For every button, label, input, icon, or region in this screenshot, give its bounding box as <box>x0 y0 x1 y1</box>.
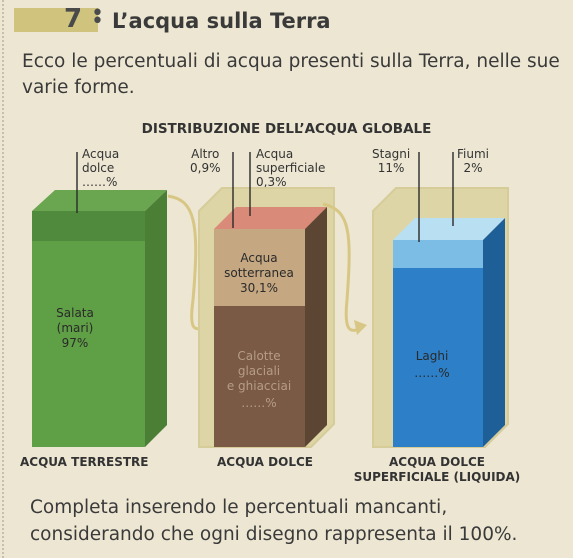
bar2-segment-calotte <box>214 306 305 447</box>
caption-line: ACQUA DOLCE <box>389 455 485 469</box>
caption-line: SUPERFICIALE (LIQUIDA) <box>353 470 521 484</box>
caption-acqua-terrestre: ACQUA TERRESTRE <box>20 455 149 469</box>
label-acqua-dolce: Acqua dolce ……% <box>82 147 119 189</box>
bar1-side-face <box>145 190 167 447</box>
bar2-label-calotte: Calotte <box>237 349 280 363</box>
chart-title: DISTRIBUZIONE DELL’ACQUA GLOBALE <box>141 121 432 137</box>
caption-acqua-dolce: ACQUA DOLCE <box>217 455 313 469</box>
bar3-segment-laghi <box>393 268 483 447</box>
exercise-title: L’acqua sulla Terra <box>112 9 331 33</box>
bar3-segment-stagni <box>393 240 483 268</box>
bar2-label-glaciali: glaciali <box>238 364 280 378</box>
arrow-terrestre-to-dolce <box>167 194 207 331</box>
bar2-label-30-1: 30,1% <box>240 281 278 295</box>
label-line: Acqua <box>256 147 294 161</box>
instruction-text: Completa inserendo le percentuali mancan… <box>30 497 518 545</box>
bar2-label-ghiacciai: e ghiacciai <box>227 379 291 393</box>
label-value: 0,3% <box>256 175 287 189</box>
bar-acqua-terrestre: Salata (mari) 97% <box>32 190 167 447</box>
bar2-top-surface <box>214 207 327 229</box>
bar1-segment-acqua-dolce <box>32 211 145 241</box>
intro-text: Ecco le percentuali di acqua presenti su… <box>22 51 560 98</box>
label-value: 2% <box>463 161 483 175</box>
exercise-number-badge <box>14 8 98 32</box>
bar2-label-sotterranea: sotterranea <box>224 266 294 280</box>
label-value: 0,9% <box>190 161 221 175</box>
bar-acqua-dolce: Acqua sotterranea 30,1% Calotte glaciali… <box>214 207 327 447</box>
label-value: 11% <box>377 161 405 175</box>
label-line: Fiumi <box>457 147 489 161</box>
label-line: dolce <box>82 161 115 175</box>
arrow-head-2 <box>354 320 367 335</box>
caption-acqua-superficiale: ACQUA DOLCE SUPERFICIALE (LIQUIDA) <box>352 455 522 485</box>
bar3-label-laghi: Laghi <box>416 349 449 363</box>
bar1-top-face <box>32 190 167 211</box>
label-line: superficiale <box>256 161 326 175</box>
label-line: Altro <box>191 147 220 161</box>
bar1-segment-salata <box>32 241 145 447</box>
arrow-dolce-to-superficiale <box>322 202 363 332</box>
bar1-label-97: 97% <box>62 336 89 350</box>
label-stagni: Stagni 11% <box>372 147 410 175</box>
bar3-label-blank: ……% <box>414 366 449 380</box>
bar2-side-face <box>305 207 327 447</box>
label-altro: Altro 0,9% <box>190 147 221 175</box>
exercise-number: 7 <box>64 4 83 34</box>
bar1-label-salata: Salata <box>56 306 94 320</box>
label-line: Stagni <box>372 147 411 161</box>
bar2-label-blank: ……% <box>241 396 276 410</box>
label-line: Acqua <box>82 147 120 161</box>
label-acqua-superficiale: Acqua superficiale 0,3% <box>256 147 325 189</box>
bar2-label-acqua: Acqua <box>240 251 277 265</box>
bar2-segment-sotterranea <box>214 229 305 306</box>
bar1-label-mari: (mari) <box>57 321 94 335</box>
bar3-side-face <box>483 218 505 447</box>
page-margin-dots <box>2 0 4 558</box>
label-value-blank: ……% <box>82 175 118 189</box>
bar3-top-surface-fiumi <box>393 218 505 240</box>
label-fiumi: Fiumi 2% <box>457 147 489 175</box>
bar-acqua-superficiale: Laghi ……% <box>393 218 505 447</box>
